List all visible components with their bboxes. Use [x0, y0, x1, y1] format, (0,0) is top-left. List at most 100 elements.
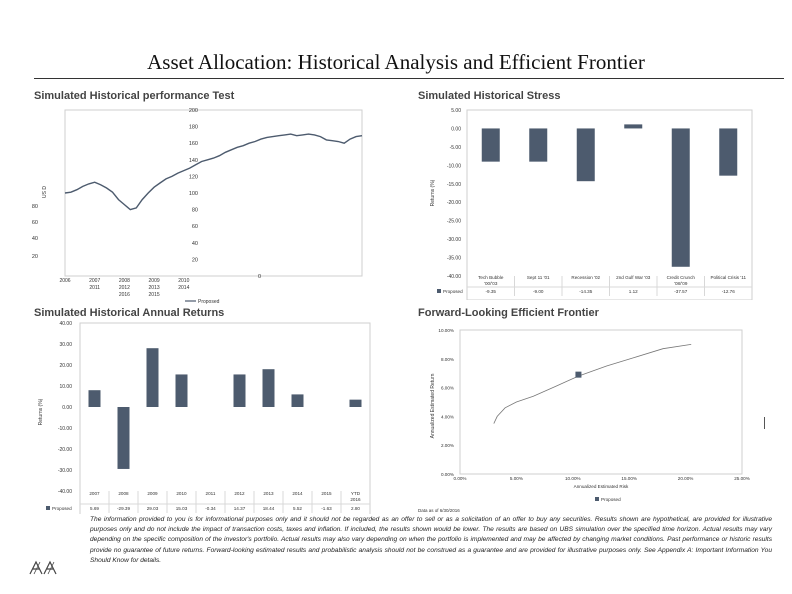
y-tick-label: -15.00 [447, 182, 461, 188]
x-tick-label: 2006 [59, 278, 70, 284]
y-tick-label: 60 [192, 224, 198, 230]
bar [624, 124, 643, 129]
data-label: 15.03 [176, 506, 188, 511]
x-axis-label: Annualized Estimated Risk [574, 484, 629, 489]
plot-area [459, 329, 743, 475]
bar [576, 128, 595, 182]
y-tick-label: 4.00% [441, 414, 454, 419]
x-tick-label: 2016 [119, 292, 130, 298]
legend-swatch [437, 289, 441, 293]
x-tick-label: 2015 [149, 292, 160, 298]
bar [117, 407, 130, 469]
x-tick-label: 20.00% [678, 476, 694, 481]
plot-area [466, 109, 753, 300]
data-label: -9.00 [533, 289, 544, 294]
bar [262, 369, 275, 407]
data-label: -9.35 [486, 289, 497, 294]
y-axis-label: Returns (%) [430, 179, 436, 206]
bar [175, 374, 188, 407]
annual-chart: 40.00 30.00 20.00 10.00 0.00 -10.00 -20.00 -30.… [38, 321, 371, 514]
x-category-label: 2013 [263, 491, 274, 496]
x-tick-label: 25.00% [734, 476, 750, 481]
left-tick-label: 20 [32, 254, 38, 260]
left-tick-label: 40 [32, 236, 38, 242]
y-tick-label: 200 [189, 108, 198, 114]
y-tick-label: -25.00 [447, 219, 461, 225]
y-tick-label: -40.00 [447, 274, 461, 280]
disclaimer-text: The information provided to you is for i… [90, 516, 772, 564]
x-category-label: Recession '02 [571, 275, 600, 280]
bar [349, 399, 362, 407]
bar [481, 128, 500, 162]
series-line-proposed [64, 133, 363, 211]
y-tick-label: 30.00 [59, 342, 72, 348]
keys-logo-icon [29, 560, 57, 575]
data-label: 1.12 [629, 289, 638, 294]
x-category-label: 2009 [147, 491, 158, 496]
plot-area [64, 109, 363, 277]
data-label: -14.35 [579, 289, 592, 294]
performance-chart: 20 40 60 80 100 120 140 160 180 200 0 80 60 40 20 US D 2… [32, 108, 363, 305]
y-tick-label: 0 [258, 274, 261, 280]
y-tick-label: 0.00% [441, 472, 454, 477]
frontier-chart: 0.00% 2.00% 4.00% 6.00% 8.00% 10.00% 0.00% 5.00… [430, 328, 750, 502]
y-tick-label: 40.00 [59, 321, 72, 327]
bar [88, 390, 101, 407]
data-label: 29.03 [147, 506, 159, 511]
x-tick-label: 10.00% [565, 476, 581, 481]
x-tick-label: 2013 [149, 285, 160, 291]
legend-label: Proposed [443, 289, 463, 294]
x-category-label: 2008 [118, 491, 129, 496]
legend-label: Proposed [601, 497, 621, 502]
y-tick-label: -10.00 [58, 426, 72, 432]
y-tick-label: 120 [189, 174, 198, 180]
x-category-label: Sept 11 '01 [527, 275, 550, 280]
y-axis-label: Annualized Estimated Return [430, 373, 436, 438]
x-category-label: 2nd Gulf War '03 [616, 275, 651, 280]
legend-swatch [595, 497, 599, 501]
bar [146, 348, 159, 407]
y-axis-label: Returns (%) [38, 398, 44, 425]
x-tick-label: 2009 [149, 278, 160, 284]
x-category-label: 2011 [206, 491, 216, 496]
data-label: 14.37 [234, 506, 246, 511]
frontier-line [493, 344, 692, 424]
x-tick-label: 2011 [89, 285, 100, 291]
page-title: Asset Allocation: Historical Analysis an… [147, 50, 645, 74]
x-category-label: Political Crisis '11 [710, 275, 746, 280]
stress-title: Simulated Historical Stress [418, 90, 561, 102]
bar [291, 394, 304, 407]
x-category-label: 2012 [234, 491, 245, 496]
y-tick-label: 5.00 [451, 108, 461, 114]
x-category-label: 2014 [292, 491, 303, 496]
side-marker [764, 417, 765, 429]
data-label: -1.63 [321, 506, 332, 511]
y-tick-label: 10.00 [59, 384, 72, 390]
x-category-label: 2015 [321, 491, 332, 496]
x-tick-label: 0.00% [453, 476, 466, 481]
x-tick-label: 2010 [178, 278, 189, 284]
y-tick-label: -30.00 [447, 237, 461, 243]
bar [719, 128, 738, 176]
y-tick-label: 2.00% [441, 443, 454, 448]
bar [233, 374, 246, 407]
legend-label: Proposed [198, 299, 220, 305]
x-category-label: '00/'03 [484, 281, 498, 286]
data-label: 5.52 [293, 506, 302, 511]
stress-chart: 5.00 0.00 -5.00 -10.00 -15.00 -20.00 -25.00 -30… [430, 108, 753, 300]
y-tick-label: -20.00 [447, 200, 461, 206]
y-tick-label: 80 [192, 208, 198, 214]
left-tick-label: 60 [32, 220, 38, 226]
y-tick-label: 6.00% [441, 386, 454, 391]
legend-label: Proposed [52, 506, 72, 511]
data-label: 18.44 [263, 506, 275, 511]
data-label: 2.80 [351, 506, 360, 511]
title-rule [34, 78, 784, 79]
x-tick-label: 2007 [89, 278, 100, 284]
y-tick-label: 180 [189, 125, 198, 131]
y-tick-label: 100 [189, 191, 198, 197]
y-tick-label: 0.00 [451, 126, 461, 132]
data-label: -29.39 [117, 506, 130, 511]
legend-swatch [46, 506, 50, 510]
performance-title: Simulated Historical performance Test [34, 90, 235, 102]
